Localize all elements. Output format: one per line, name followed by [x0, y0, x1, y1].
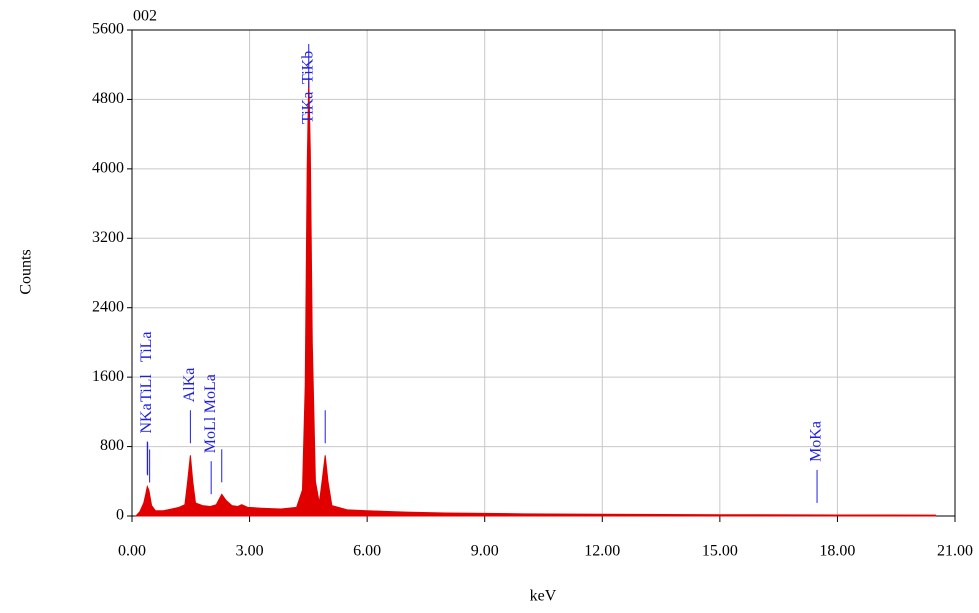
- marker-label: TiKa: [299, 92, 316, 124]
- y-tick-label: 4800: [92, 90, 124, 107]
- x-tick-label: 6.00: [353, 543, 381, 560]
- marker-label: AlKa: [181, 368, 198, 403]
- x-tick-label: 12.00: [584, 543, 620, 560]
- chart-title: 002: [133, 8, 157, 25]
- y-axis-label: Counts: [18, 249, 35, 294]
- y-tick-label: 0: [116, 507, 124, 524]
- x-axis-label: keV: [530, 588, 557, 605]
- marker-label: NKa: [138, 403, 155, 433]
- plot-frame: [132, 30, 955, 516]
- x-tick-label: 0.00: [118, 543, 146, 560]
- y-tick-label: 800: [100, 437, 124, 454]
- x-tick-label: 9.00: [471, 543, 499, 560]
- y-tick-label: 3200: [92, 229, 124, 246]
- y-tick-label: 1600: [92, 368, 124, 385]
- x-tick-label: 3.00: [236, 543, 264, 560]
- x-tick-label: 21.00: [937, 543, 973, 560]
- marker-label: MoLl: [202, 416, 219, 453]
- y-tick-label: 4000: [92, 160, 124, 177]
- marker-label: TiLa: [138, 331, 155, 362]
- marker-label: TiKb: [299, 51, 316, 84]
- y-tick-label: 2400: [92, 298, 124, 315]
- marker-label: TiLl: [138, 374, 155, 402]
- x-tick-label: 15.00: [702, 543, 738, 560]
- chart: 002 keV Counts 0 800 1600 2400 3200 4000 4800 5…: [0, 0, 979, 608]
- marker-label: MoKa: [808, 421, 825, 462]
- y-tick-label: 5600: [92, 21, 124, 38]
- x-tick-label: 18.00: [819, 543, 855, 560]
- marker-label: MoLa: [202, 374, 219, 413]
